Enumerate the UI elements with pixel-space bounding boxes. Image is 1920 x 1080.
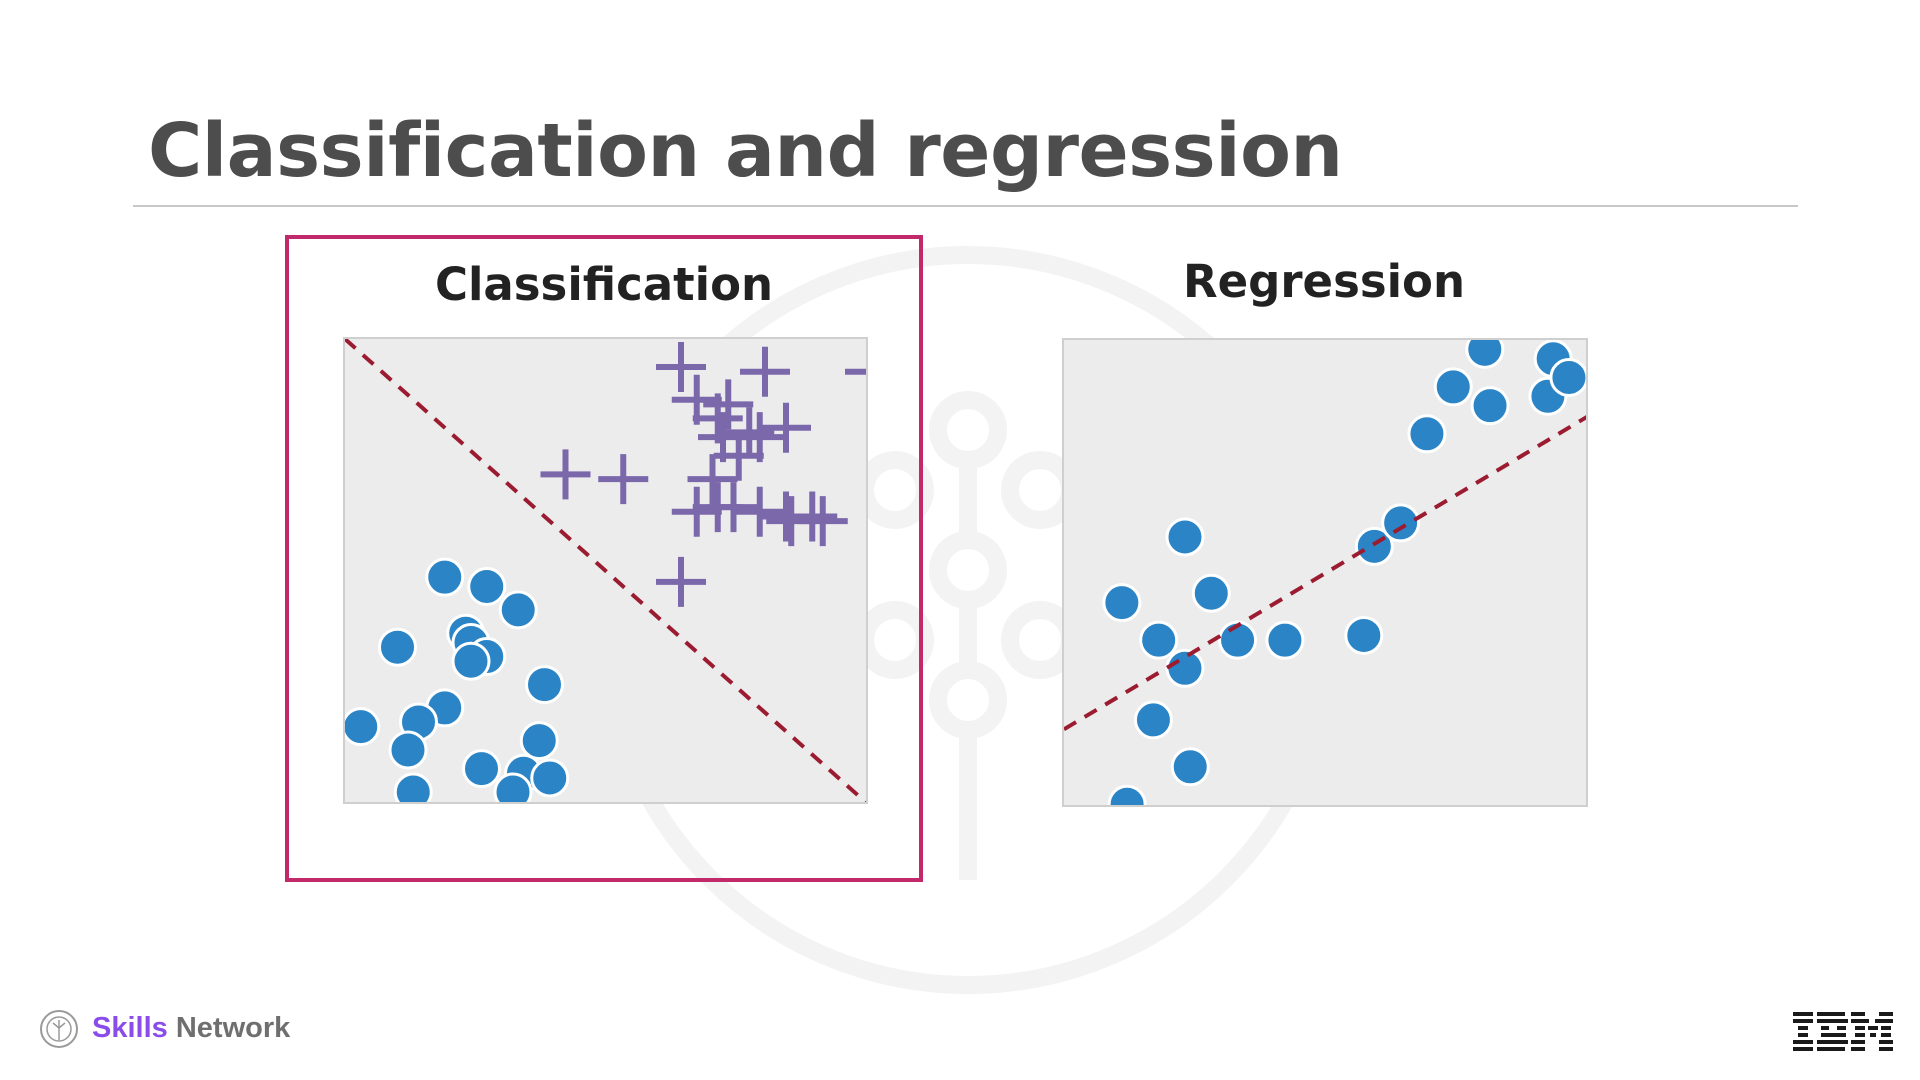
plus-point — [713, 430, 764, 481]
circle-point — [530, 758, 570, 798]
circle-point — [1218, 620, 1258, 660]
plus-point — [598, 454, 649, 505]
circle-point — [1407, 414, 1447, 454]
circle-point — [525, 665, 564, 705]
circle-point — [425, 557, 465, 597]
skills-network-logo-icon — [40, 1010, 78, 1048]
circle-point — [1381, 503, 1421, 543]
circle-point — [388, 730, 428, 770]
circle-point — [1191, 573, 1231, 613]
circle-point — [493, 772, 533, 802]
plus-point — [724, 407, 775, 458]
classification-highlight-box — [285, 235, 923, 882]
plus-point — [656, 342, 706, 393]
circle-point — [1165, 517, 1205, 557]
circle-point — [1465, 340, 1505, 369]
circle-point — [467, 567, 507, 607]
plus-point — [845, 368, 866, 375]
circle-point — [393, 772, 433, 802]
ibm-logo — [1793, 1012, 1893, 1051]
plus-point — [734, 486, 785, 537]
circle-point — [1470, 386, 1510, 426]
circle-point — [345, 707, 381, 747]
trend-line — [1064, 415, 1586, 731]
classification-title: Classification — [434, 258, 774, 311]
circle-point — [1170, 747, 1210, 787]
regression-plot — [1062, 338, 1588, 807]
circle-point — [1433, 367, 1473, 407]
circle-point — [1133, 700, 1173, 740]
plus-point — [761, 402, 811, 453]
brand-skills: Skills — [92, 1012, 168, 1044]
classification-plot-svg — [345, 339, 866, 802]
slide-title: Classification and regression — [148, 108, 1343, 194]
circle-point — [1549, 358, 1586, 398]
circle-point — [498, 590, 538, 630]
plus-point — [687, 454, 738, 505]
plus-point — [656, 556, 706, 607]
decision-boundary — [345, 339, 866, 802]
plus-point — [703, 379, 754, 430]
plus-point — [740, 346, 790, 397]
classification-plot — [343, 337, 868, 804]
circle-point — [519, 721, 559, 761]
regression-title: Regression — [1182, 255, 1466, 308]
circle-point — [462, 749, 501, 789]
circle-point — [451, 641, 491, 681]
brand-network: Network — [175, 1012, 291, 1044]
plus-point — [540, 449, 591, 500]
circle-point — [1344, 615, 1384, 655]
plus-point — [708, 482, 759, 533]
circle-point — [1165, 648, 1205, 688]
plus-point — [797, 496, 848, 547]
circle-point — [1102, 583, 1142, 623]
circle-point — [378, 627, 417, 667]
plus-point — [787, 491, 838, 542]
regression-plot-svg — [1064, 340, 1586, 805]
circle-point — [1139, 620, 1179, 660]
plus-point — [671, 486, 722, 537]
title-divider — [133, 205, 1798, 207]
skills-network-brand: Skills Network — [92, 1012, 290, 1045]
circle-point — [1107, 784, 1147, 805]
circle-point — [1265, 620, 1305, 660]
